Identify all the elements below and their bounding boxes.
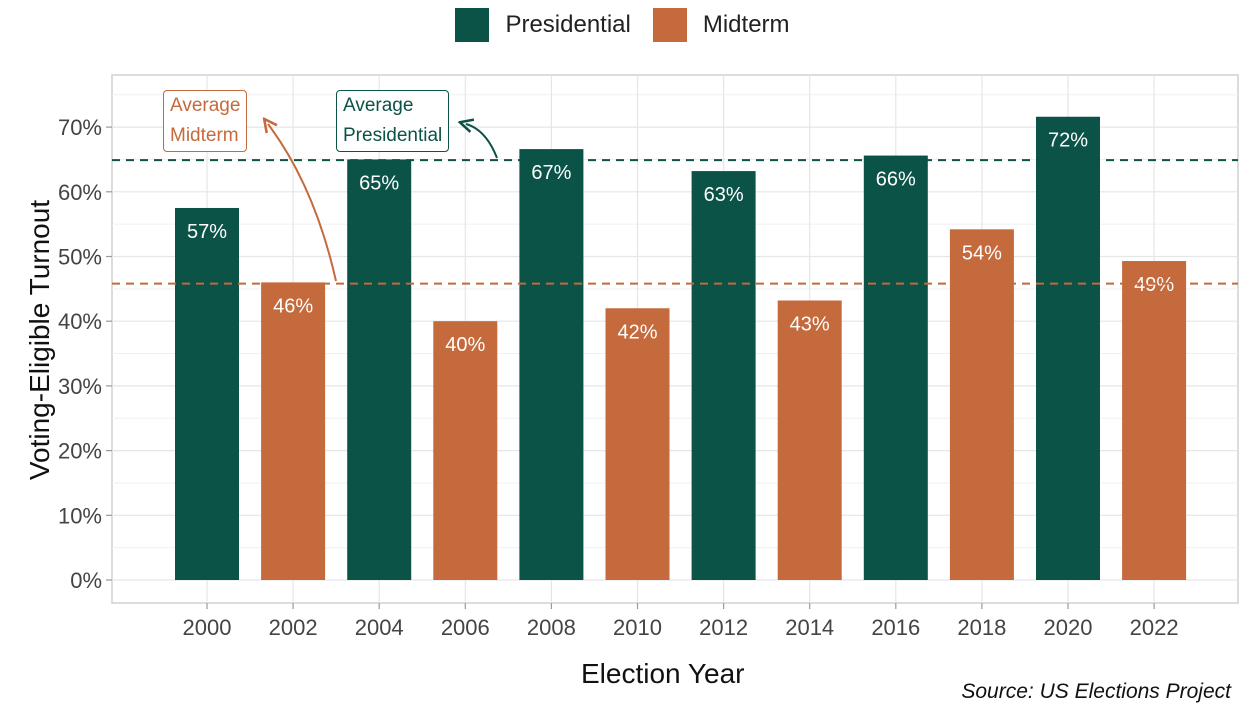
annotation-average-presidential-line1: Average <box>343 95 414 116</box>
x-tick-label-2020: 2020 <box>1044 615 1093 640</box>
legend-swatch-midterm <box>652 8 687 42</box>
data-label-2002: 46% <box>273 295 313 317</box>
data-label-2004: 65% <box>359 172 399 194</box>
bar-2004 <box>347 159 412 580</box>
bar-2016 <box>863 155 928 580</box>
annotation-average-presidential-line2: Presidential <box>343 125 443 146</box>
source-note: Source: US Elections Project <box>961 680 1231 703</box>
y-tick-label: 0% <box>70 568 102 593</box>
legend-label-presidential: Presidential <box>505 11 631 38</box>
x-axis-title: Election Year <box>581 658 745 689</box>
plot-panel <box>111 74 1239 604</box>
x-tick-label-2022: 2022 <box>1130 615 1179 640</box>
annotation-average-midterm: Average Midterm <box>163 90 248 152</box>
x-tick-label-2006: 2006 <box>441 615 490 640</box>
y-tick-label: 60% <box>58 180 102 205</box>
x-tick-label-2010: 2010 <box>613 615 662 640</box>
y-tick-label: 30% <box>58 374 102 399</box>
y-tick-label: 10% <box>58 503 102 528</box>
bar-2020 <box>1036 116 1100 581</box>
y-tick-label: 50% <box>58 245 102 270</box>
legend-swatch-presidential <box>455 8 490 42</box>
bar-2018 <box>949 229 1014 581</box>
legend: Presidential Midterm <box>0 8 1245 42</box>
data-label-2012: 63% <box>704 184 744 206</box>
bar-2010 <box>605 308 670 580</box>
y-axis-title: Voting-Eligible Turnout <box>24 199 55 481</box>
x-tick-label-2016: 2016 <box>871 615 920 640</box>
data-label-2016: 66% <box>876 169 916 191</box>
arrow-average-presidential <box>466 124 498 159</box>
legend-label-midterm: Midterm <box>702 11 790 38</box>
bar-2012 <box>691 171 756 580</box>
annotation-average-midterm-line1: Average <box>170 95 241 116</box>
bar-2022 <box>1122 261 1187 580</box>
y-tick-label: 70% <box>58 115 102 140</box>
arrow-average-midterm <box>268 124 337 282</box>
data-label-2008: 67% <box>531 162 571 184</box>
data-label-2020: 72% <box>1048 130 1088 152</box>
legend-item-presidential: Presidential <box>455 8 631 42</box>
bar-2002 <box>261 282 326 580</box>
legend-item-midterm: Midterm <box>652 8 790 42</box>
x-tick-label-2002: 2002 <box>269 615 318 640</box>
x-tick-label-2004: 2004 <box>355 615 404 640</box>
data-label-2014: 43% <box>790 313 830 335</box>
bar-2000 <box>175 207 239 580</box>
x-tick-label-2014: 2014 <box>785 615 834 640</box>
x-tick-label-2000: 2000 <box>183 615 232 640</box>
annotation-average-presidential: Average Presidential <box>336 90 450 152</box>
data-label-2010: 42% <box>617 321 657 343</box>
y-tick-label: 20% <box>58 439 102 464</box>
data-label-2000: 57% <box>187 221 227 243</box>
data-label-2018: 54% <box>962 242 1002 264</box>
annotation-average-midterm-line2: Midterm <box>170 125 239 146</box>
bar-2006 <box>433 321 498 580</box>
bar-2014 <box>777 300 842 580</box>
x-tick-label-2018: 2018 <box>957 615 1006 640</box>
y-tick-label: 40% <box>58 309 102 334</box>
data-label-2006: 40% <box>445 334 485 356</box>
bar-2008 <box>519 149 584 580</box>
x-tick-label-2008: 2008 <box>527 615 576 640</box>
x-tick-label-2012: 2012 <box>699 615 748 640</box>
data-label-2022: 49% <box>1134 274 1174 296</box>
